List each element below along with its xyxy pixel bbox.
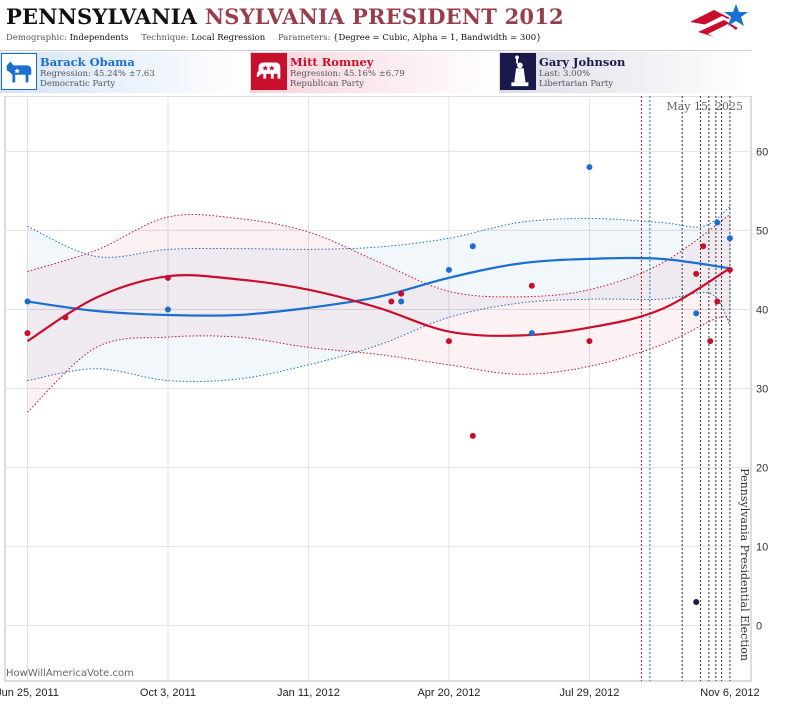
candidate-name: Barack Obama [40,55,135,69]
poll-point [24,330,31,337]
poll-point [693,598,700,605]
x-tick-label: Oct 3, 2011 [140,687,196,699]
poll-point [24,298,31,305]
poll-point [586,338,593,345]
x-tick-label: Jul 29, 2012 [559,687,619,699]
candidate-stat: Regression: 45.24% ±7.63 [40,69,155,79]
date-label: May 15, 2025 [666,100,743,113]
poll-point [62,314,69,321]
poll-point [164,306,171,313]
y-tick-label: 40 [756,304,768,316]
y-tick-label: 20 [756,463,768,475]
polling-chart: 0 10 20 30 40 50 60 Jun 25, 2011 Oct 3, 2011 Jan … [0,96,768,699]
poll-point [726,266,733,273]
band-upper-edge [27,213,731,298]
candidate-name: Gary Johnson [539,55,626,69]
poll-point [469,243,476,250]
poll-point [445,266,452,273]
title-state: PENNSYLVANIA [6,4,198,29]
election-label: Pennsylvania Presidential Election [738,468,751,661]
candidate-name: Mitt Romney [290,55,374,69]
confidence-band [27,206,730,382]
parameters-line: Demographic: Independents Technique: Loc… [6,33,552,43]
poll-point [714,219,721,226]
confidence-band [27,214,730,413]
chart-header: PENNSYLVANIA NSYLVANIA PRESIDENT 2012 De… [0,0,751,51]
poll-point [707,338,714,345]
trend-line [27,256,731,317]
poll-point [726,235,733,242]
poll-point [388,298,395,305]
poll-point [714,298,721,305]
y-tick-label: 50 [756,225,768,237]
technique-label: Technique: [141,33,189,43]
parameters-value: {Degree = Cubic, Alpha = 1, Bandwidth = … [333,33,542,43]
band-lower-edge [27,292,731,383]
chart-title: PENNSYLVANIA NSYLVANIA PRESIDENT 2012 [6,4,564,29]
poll-point [528,282,535,289]
parameters-label: Parameters: [277,33,331,43]
candidate-legend: Barack Obama Regression: 45.24% ±7.63 De… [0,52,751,94]
technique-value: Local Regression [191,33,266,43]
y-tick-label: 60 [756,146,768,158]
poll-point [693,310,700,317]
y-tick-label: 30 [756,384,768,396]
candidate-stat: Regression: 45.16% ±6.79 [290,69,405,79]
candidate-card-obama[interactable]: Barack Obama Regression: 45.24% ±7.63 De… [0,52,248,93]
x-tick-label: Apr 20, 2012 [417,687,480,699]
y-tick-label: 0 [756,621,762,633]
trend-line [26,267,731,343]
candidate-party: Democratic Party [40,79,116,89]
poll-point [445,338,452,345]
demographic-value: Independents [69,33,129,43]
candidate-stat: Last: 3.00% [539,69,591,79]
watermark: HowWillAmericaVote.com [6,668,134,679]
band-lower-edge [27,316,731,413]
candidate-party: Libertarian Party [539,79,614,89]
candidate-card-johnson[interactable]: Gary Johnson Last: 3.00% Libertarian Par… [499,52,747,93]
x-tick-label: Jun 25, 2011 [0,687,59,699]
poll-point [528,330,535,337]
poll-point [693,270,700,277]
site-logo-icon [690,4,748,42]
demographic-label: Demographic: [6,33,67,43]
poll-point [469,432,476,439]
donkey-icon [1,53,37,90]
x-tick-label: Jan 11, 2012 [277,687,340,699]
poll-point [586,164,593,171]
y-tick-label: 10 [756,542,768,554]
poll-point [700,243,707,250]
candidate-card-romney[interactable]: Mitt Romney Regression: 45.16% ±6.79 Rep… [250,52,498,93]
liberty-statue-icon [500,53,536,90]
x-tick-label: Nov 6, 2012 [700,687,759,699]
title-race: NSYLVANIA PRESIDENT 2012 [204,4,564,29]
elephant-icon [251,53,287,90]
candidate-party: Republican Party [290,79,364,89]
poll-point [398,298,405,305]
poll-point [164,274,171,281]
band-upper-edge [27,206,731,258]
poll-point [398,290,405,297]
